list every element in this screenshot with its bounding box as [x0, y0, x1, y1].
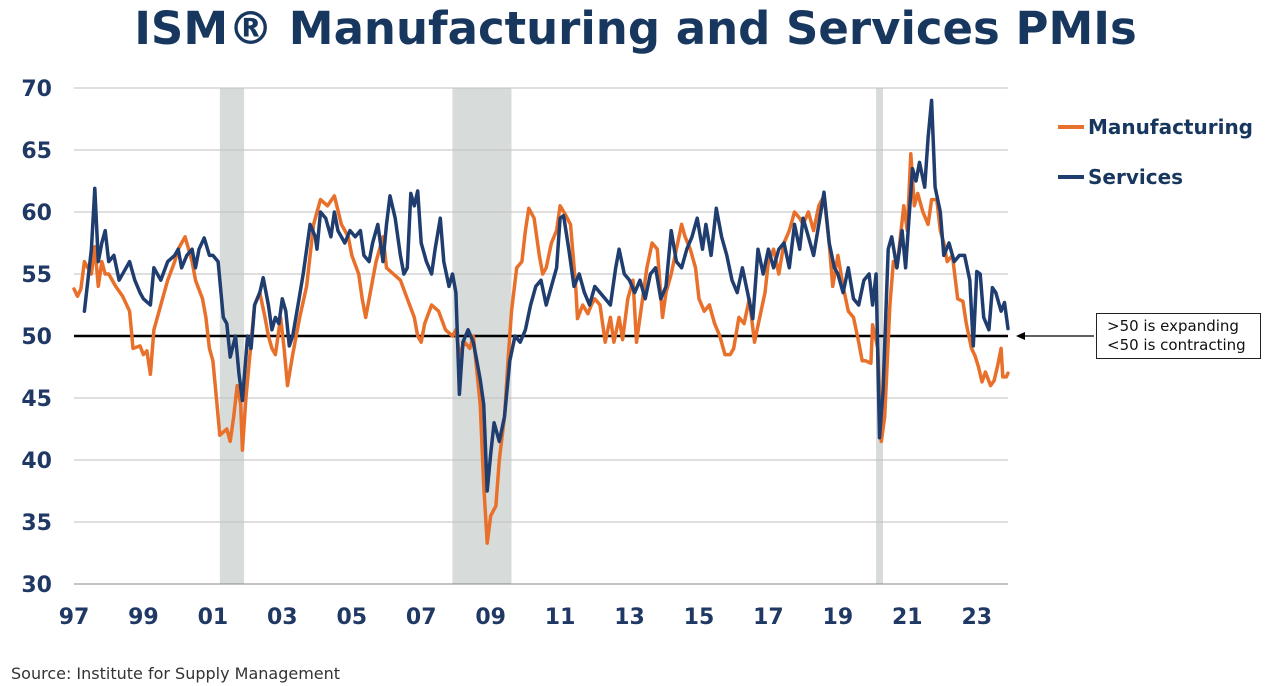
x-tick-label-11: 11 — [545, 605, 576, 630]
legend-label-services: Services — [1088, 165, 1184, 189]
y-tick-label-70: 70 — [21, 77, 52, 102]
x-tick-label-23: 23 — [961, 605, 992, 630]
y-tick-label-60: 60 — [21, 201, 52, 226]
x-tick-label-07: 07 — [406, 605, 437, 630]
x-tick-label-13: 13 — [614, 605, 645, 630]
source-note: Source: Institute for Supply Management — [11, 664, 341, 683]
chart-title: ISM® Manufacturing and Services PMIs — [134, 2, 1137, 55]
y-tick-label-35: 35 — [21, 511, 52, 536]
legend-swatch-manufacturing — [1058, 125, 1084, 129]
x-tick-label-21: 21 — [892, 605, 923, 630]
y-tick-label-65: 65 — [21, 139, 52, 164]
x-tick-label-15: 15 — [684, 605, 715, 630]
x-tick-label-01: 01 — [198, 605, 229, 630]
y-tick-label-50: 50 — [21, 325, 52, 350]
x-axis-labels: 97 99 01 03 05 07 09 11 13 15 17 19 21 23 — [59, 605, 992, 630]
annotation-contracting: <50 is contracting — [1107, 336, 1246, 354]
threshold-annotation-box: >50 is expanding <50 is contracting — [1096, 313, 1261, 359]
series-line-services — [82, 98, 1010, 493]
y-tick-label-40: 40 — [21, 449, 52, 474]
x-tick-label-17: 17 — [753, 605, 784, 630]
x-tick-label-97: 97 — [59, 605, 90, 630]
x-tick-label-03: 03 — [267, 605, 298, 630]
y-tick-label-30: 30 — [21, 573, 52, 598]
annotation-expanding: >50 is expanding — [1107, 317, 1239, 335]
series-lines — [72, 98, 1010, 545]
x-tick-label-99: 99 — [128, 605, 159, 630]
legend-label-manufacturing: Manufacturing — [1088, 115, 1253, 139]
x-tick-label-09: 09 — [475, 605, 506, 630]
annotation-arrow-head — [1016, 332, 1025, 340]
legend-swatch-services — [1058, 175, 1084, 179]
legend-item-manufacturing: Manufacturing — [1058, 115, 1253, 139]
y-tick-label-55: 55 — [21, 263, 52, 288]
y-tick-label-45: 45 — [21, 387, 52, 412]
x-tick-label-05: 05 — [336, 605, 367, 630]
legend-item-services: Services — [1058, 165, 1183, 189]
x-tick-label-19: 19 — [823, 605, 854, 630]
y-axis-labels: 30 35 40 45 50 55 60 65 70 — [21, 77, 52, 598]
